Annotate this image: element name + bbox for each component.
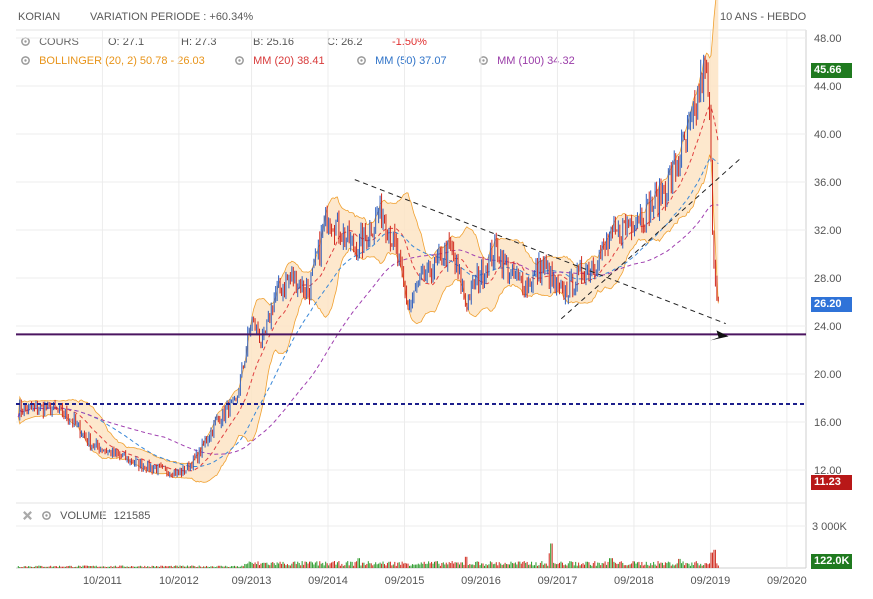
timeframe-label[interactable]: 10 ANS - HEBDO — [720, 11, 807, 23]
gear-icon[interactable] — [41, 510, 52, 521]
symbol-title: KORIAN — [18, 11, 61, 23]
last-price-tag: 26.20 — [811, 297, 852, 312]
close-value: 26.2 — [341, 36, 363, 48]
price-tick-label: 36.00 — [814, 177, 842, 189]
gear-icon[interactable] — [20, 36, 31, 47]
low-label: B: — [253, 36, 264, 48]
mm20-legend: MM (20) 38.41 — [234, 55, 325, 67]
gear-icon[interactable] — [356, 55, 367, 66]
time-tick-label: 09/2013 — [232, 575, 272, 587]
open-label: O: — [108, 36, 120, 48]
mm50-line — [17, 157, 719, 468]
time-tick-label: 10/2012 — [159, 575, 199, 587]
high-label: H: — [181, 36, 192, 48]
time-tick-label: 09/2016 — [461, 575, 501, 587]
bollinger-upper-line — [17, 0, 717, 465]
bollinger-band-fill — [18, 0, 719, 483]
price-tick-label: 16.00 — [814, 417, 842, 429]
bollinger-legend: BOLLINGER (20, 2) 50.78 - 26.03 — [20, 55, 205, 67]
price-tick-label: 44.00 — [814, 81, 842, 93]
time-tick-label: 09/2017 — [538, 575, 578, 587]
mm20-text: MM (20) 38.41 — [253, 55, 325, 67]
ohlc-open: O: 27.1 — [108, 36, 144, 48]
change-percent: -1.50% — [392, 36, 427, 48]
low-price-tag: 11.23 — [811, 475, 852, 490]
price-tick-label: 20.00 — [814, 369, 842, 381]
ohlc-close: C: 26.2 — [327, 36, 362, 48]
mm100-legend: MM (100) 34.32 — [478, 55, 575, 67]
volume-legend: VOLUME 121585 — [22, 510, 150, 522]
price-tick-label: 40.00 — [814, 129, 842, 141]
gear-icon[interactable] — [20, 55, 31, 66]
time-tick-label: 09/2014 — [308, 575, 348, 587]
price-tick-label: 24.00 — [814, 321, 842, 333]
close-label: C: — [327, 36, 338, 48]
time-tick-label: 10/2011 — [83, 575, 122, 587]
volume-tick-label: 3 000K — [812, 521, 848, 533]
high-price-tag: 45.66 — [811, 63, 852, 78]
low-value: 25.16 — [266, 36, 294, 48]
cours-legend: COURS — [20, 36, 83, 48]
period-variation: VARIATION PERIODE : +60.34% — [90, 11, 254, 23]
ohlc-low: B: 25.16 — [253, 36, 294, 48]
mm20-line — [17, 105, 719, 472]
price-tick-label: 32.00 — [814, 225, 842, 237]
volume-label: VOLUME — [60, 510, 107, 522]
volume-tag: 122.0K — [811, 554, 852, 569]
cours-label: COURS — [39, 36, 79, 48]
bollinger-text: BOLLINGER (20, 2) 50.78 - 26.03 — [39, 55, 205, 67]
time-tick-label: 09/2015 — [385, 575, 425, 587]
price-tick-label: 28.00 — [814, 273, 842, 285]
gear-icon[interactable] — [234, 55, 245, 66]
time-tick-label: 09/2019 — [691, 575, 731, 587]
uptrend-line — [560, 157, 742, 320]
ohlc-high: H: 27.3 — [181, 36, 216, 48]
mm100-text: MM (100) 34.32 — [497, 55, 575, 67]
bollinger-lower-line — [17, 154, 719, 483]
arrow-icon — [710, 330, 729, 341]
open-value: 27.1 — [122, 36, 145, 48]
close-icon[interactable] — [22, 510, 33, 521]
gear-icon[interactable] — [478, 55, 489, 66]
time-tick-label: 09/2020 — [767, 575, 807, 587]
high-value: 27.3 — [195, 36, 217, 48]
volume-value: 121585 — [113, 510, 151, 522]
time-tick-label: 09/2018 — [614, 575, 654, 587]
mm50-text: MM (50) 37.07 — [375, 55, 447, 67]
mm100-line — [17, 204, 719, 455]
downtrend-line — [354, 179, 726, 325]
mm50-legend: MM (50) 37.07 — [356, 55, 447, 67]
price-tick-label: 48.00 — [814, 33, 842, 45]
